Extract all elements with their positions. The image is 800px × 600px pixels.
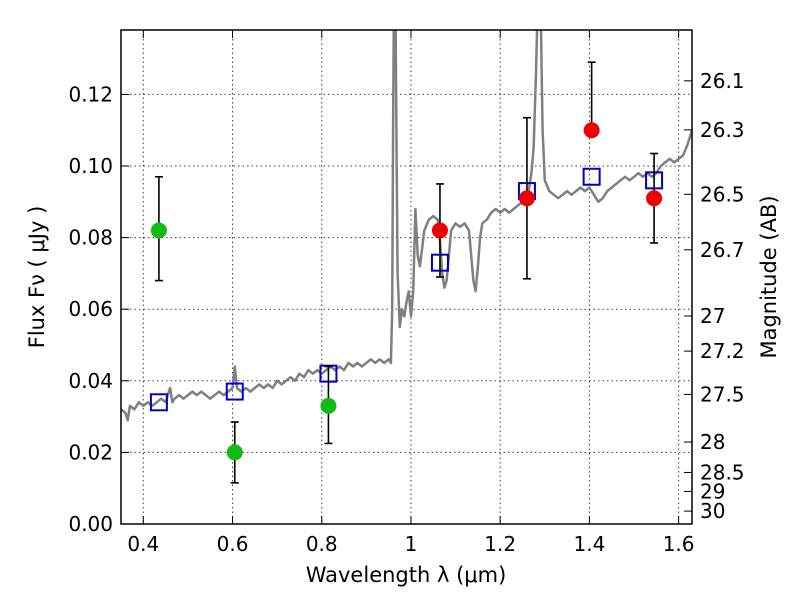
model-band-flux-square — [149, 393, 168, 412]
model-spectrum-layer — [121, 30, 692, 422]
observed-infrared-point — [431, 222, 448, 239]
x-tick-label: 1.2 — [484, 532, 516, 556]
observed-infrared-point — [518, 190, 535, 207]
magnitude-tick-label: 27.5 — [700, 382, 745, 406]
observed-infrared-point — [583, 122, 600, 139]
magnitude-tick-label: 26.1 — [700, 69, 745, 93]
observed-optical-point — [320, 397, 337, 414]
model-band-flux-square — [225, 382, 244, 401]
x-tick-label: 1.6 — [663, 532, 695, 556]
magnitude-tick-label: 30 — [700, 499, 725, 523]
model-band-flux-layer — [149, 167, 664, 412]
y-tick-label: 0.00 — [68, 512, 113, 536]
y-tick-label: 0.06 — [68, 297, 113, 321]
axis-ticks — [121, 30, 692, 525]
magnitude-tick-label: 28.5 — [700, 460, 745, 484]
x-tick-label: 0.6 — [217, 532, 249, 556]
y-tick-label: 0.10 — [68, 154, 113, 178]
x-tick-label: 1.4 — [573, 532, 605, 556]
x-tick-label: 0.4 — [127, 532, 159, 556]
observed-infrared-point — [646, 190, 663, 207]
grid — [121, 30, 692, 524]
observed-points-layer — [150, 122, 663, 461]
y-tick-label: 0.12 — [68, 82, 113, 106]
x-tick-label: 1 — [405, 532, 418, 556]
model-band-flux-square — [582, 167, 601, 186]
axis-tick-labels: 0.4 0.6 0.8 1 1.2 1.4 1.6 0.00 0.02 0.04 0.06 0.08 0… — [68, 69, 744, 556]
magnitude-tick-label: 26.5 — [700, 182, 745, 206]
plot-frame — [120, 29, 693, 525]
y-tick-label: 0.02 — [68, 440, 113, 464]
x-tick-label: 0.8 — [306, 532, 338, 556]
right-y-axis-label: Magnitude (AB) — [757, 195, 781, 358]
observed-optical-point — [226, 444, 243, 461]
magnitude-tick-label: 29 — [700, 479, 725, 503]
y-tick-label: 0.08 — [68, 226, 113, 250]
magnitude-tick-label: 28 — [700, 430, 725, 454]
x-axis-label: Wavelength λ (μm) — [306, 563, 507, 587]
model-spectrum-line — [121, 30, 692, 422]
magnitude-tick-label: 27.2 — [700, 339, 745, 363]
error-bar-layer — [154, 61, 659, 484]
magnitude-tick-label: 26.7 — [700, 238, 745, 262]
y-axis-label: Flux Fν ( μJy ) — [25, 206, 49, 349]
plot-area — [121, 30, 692, 484]
magnitude-tick-label: 27 — [700, 304, 725, 328]
observed-optical-point — [150, 222, 167, 239]
y-tick-label: 0.04 — [68, 369, 113, 393]
magnitude-tick-label: 26.3 — [700, 118, 745, 142]
